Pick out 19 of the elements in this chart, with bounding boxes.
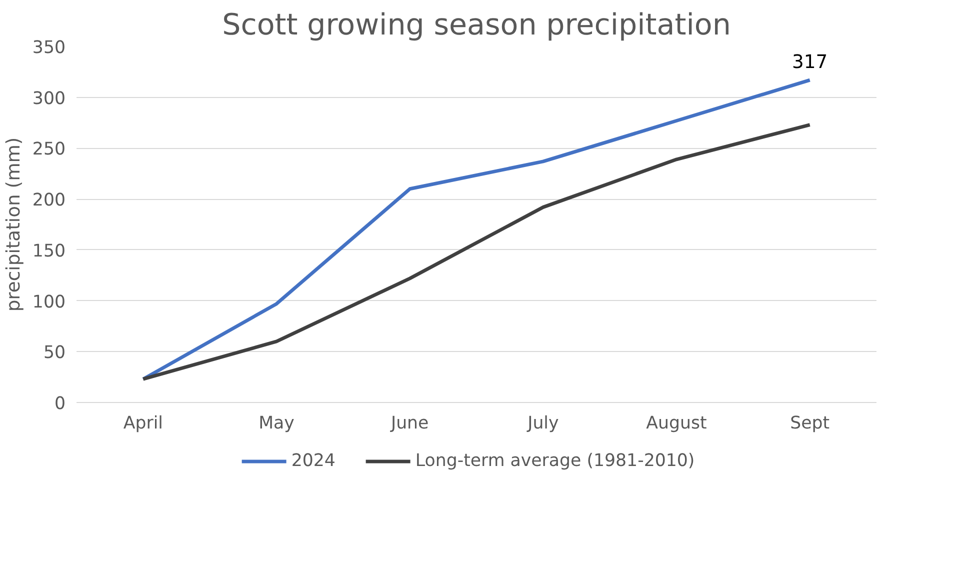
y-tick-label: 250 <box>32 140 66 160</box>
y-tick-label: 350 <box>32 38 66 58</box>
y-tick-label: 50 <box>43 343 66 364</box>
y-tick-label: 150 <box>32 241 66 262</box>
x-tick-label: July <box>526 414 559 434</box>
x-tick-label: April <box>123 414 163 434</box>
x-tick-label: Sept <box>790 414 830 434</box>
y-tick-label: 200 <box>32 190 66 211</box>
legend-label: 2024 <box>291 451 336 471</box>
y-tick-label: 300 <box>32 88 66 109</box>
x-tick-label: June <box>390 414 429 434</box>
chart-title: Scott growing season precipitation <box>222 8 731 42</box>
legend-label: Long-term average (1981-2010) <box>415 451 695 471</box>
annotation: 317 <box>792 52 828 74</box>
y-axis-title: precipitation (mm) <box>3 137 24 312</box>
x-tick-label: May <box>258 414 294 434</box>
y-tick-label: 0 <box>54 394 66 414</box>
y-tick-label: 100 <box>32 292 66 312</box>
x-tick-label: August <box>646 414 708 434</box>
